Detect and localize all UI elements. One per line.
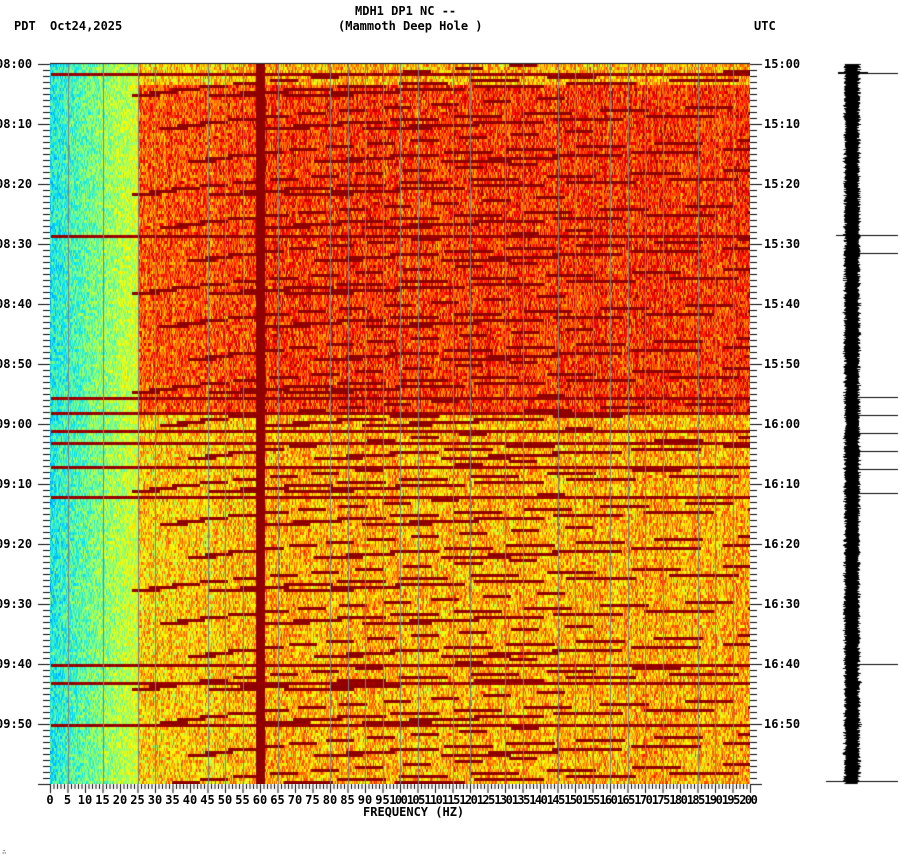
y-tick-label-left: 09:30 <box>0 597 33 611</box>
left-timezone-label: PDT <box>14 19 36 33</box>
x-tick-label: 140 <box>529 793 548 807</box>
x-tick-label: 115 <box>441 793 461 807</box>
x-tick-label: 175 <box>651 793 671 807</box>
y-tick-label-right: 15:40 <box>764 297 801 311</box>
x-tick-label: 125 <box>476 793 496 807</box>
x-tick-label: 30 <box>147 793 163 807</box>
x-tick-label: 165 <box>616 793 636 807</box>
x-axis-title: FREQUENCY (HZ) <box>363 805 465 819</box>
station-line: MDH1 DP1 NC -- <box>355 4 457 18</box>
y-tick-label-left: 09:40 <box>0 657 33 671</box>
y-tick-label-left: 08:00 <box>0 57 33 71</box>
x-tick-label: 20 <box>112 793 128 807</box>
date-label: Oct24,2025 <box>50 19 123 33</box>
x-tick-label: 85 <box>340 793 355 807</box>
x-tick-label: 0 <box>46 793 54 807</box>
y-tick-label-left: 09:10 <box>0 477 33 491</box>
x-tick-label: 5 <box>63 793 72 807</box>
y-tick-label-right: 15:00 <box>764 57 801 71</box>
x-tick-label: 130 <box>494 793 513 807</box>
x-tick-label: 95 <box>375 793 390 807</box>
y-tick-label-left: 09:00 <box>0 417 33 431</box>
x-tick-label: 185 <box>686 793 706 807</box>
y-tick-label-right: 16:30 <box>764 597 801 611</box>
y-tick-label-right: 16:20 <box>764 537 801 551</box>
y-tick-label-right: 16:40 <box>764 657 801 671</box>
x-tick-label: 75 <box>305 793 320 807</box>
y-tick-label-right: 15:10 <box>764 117 801 131</box>
y-tick-label-right: 15:20 <box>764 177 801 191</box>
y-tick-label-right: 16:00 <box>764 417 801 431</box>
x-tick-label: 135 <box>511 793 531 807</box>
x-tick-label: 25 <box>130 793 145 807</box>
y-tick-label-right: 16:10 <box>764 477 801 491</box>
x-tick-label: 45 <box>200 793 215 807</box>
x-tick-label: 155 <box>581 793 601 807</box>
station-name: (Mammoth Deep Hole ) <box>338 19 483 33</box>
x-tick-label: 110 <box>424 793 443 807</box>
x-tick-label: 40 <box>182 793 198 807</box>
x-tick-label: 170 <box>634 793 653 807</box>
x-tick-label: 70 <box>287 793 303 807</box>
y-tick-label-left: 08:10 <box>0 117 33 131</box>
x-tick-label: 190 <box>704 793 723 807</box>
x-tick-label: 150 <box>564 793 583 807</box>
y-tick-label-left: 08:30 <box>0 237 33 251</box>
x-tick-label: 200 <box>739 793 758 807</box>
y-tick-label-left: 08:40 <box>0 297 33 311</box>
corner-mark: ∴ <box>2 848 7 856</box>
seismogram-trace <box>820 60 902 790</box>
y-tick-label-left: 09:20 <box>0 537 33 551</box>
y-tick-label-right: 15:30 <box>764 237 801 251</box>
x-tick-label: 10 <box>77 793 93 807</box>
x-tick-label: 90 <box>357 793 373 807</box>
x-tick-label: 195 <box>721 793 741 807</box>
x-tick-label: 55 <box>235 793 250 807</box>
y-tick-label-right: 15:50 <box>764 357 801 371</box>
y-tick-label-right: 16:50 <box>764 717 801 731</box>
y-tick-label-left: 08:50 <box>0 357 33 371</box>
x-tick-label: 80 <box>322 793 338 807</box>
right-timezone-label: UTC <box>754 19 776 33</box>
y-tick-label-left: 08:20 <box>0 177 33 191</box>
x-tick-label: 15 <box>95 793 110 807</box>
x-tick-label: 120 <box>459 793 478 807</box>
y-tick-label-left: 09:50 <box>0 717 33 731</box>
x-tick-label: 100 <box>389 793 408 807</box>
x-tick-label: 145 <box>546 793 566 807</box>
x-tick-label: 50 <box>217 793 233 807</box>
x-tick-label: 60 <box>252 793 268 807</box>
x-tick-label: 160 <box>599 793 618 807</box>
x-tick-label: 65 <box>270 793 285 807</box>
x-tick-label: 180 <box>669 793 688 807</box>
x-tick-label: 35 <box>165 793 180 807</box>
spectrogram-plot <box>50 64 750 784</box>
x-tick-label: 105 <box>406 793 426 807</box>
